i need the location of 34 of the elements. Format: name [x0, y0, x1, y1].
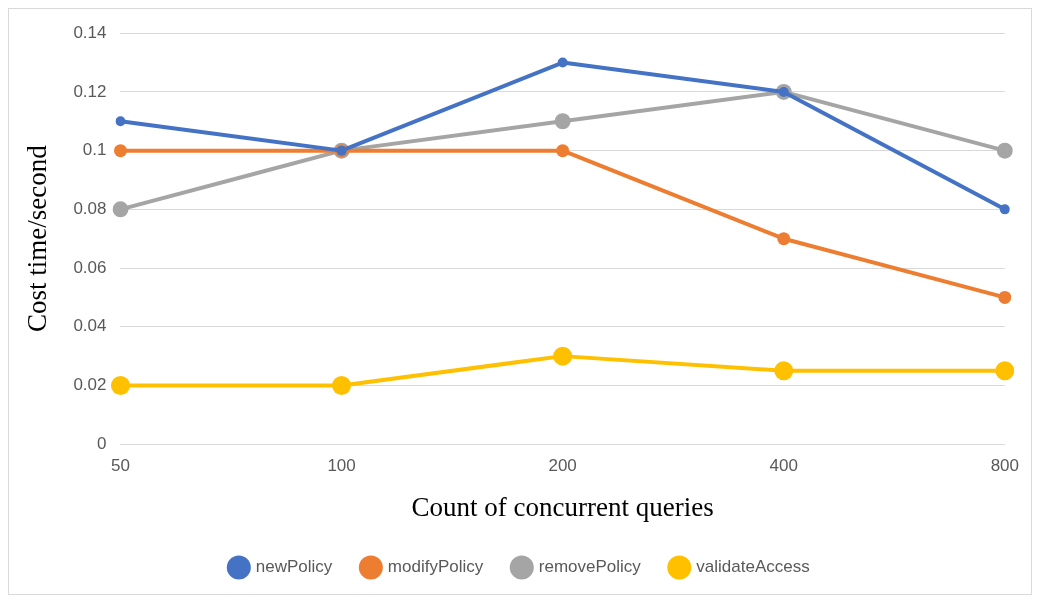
point [115, 116, 126, 127]
legend-label: modifyPolicy [387, 557, 484, 577]
point [998, 290, 1012, 304]
x-axis-title: Count of concurrent queries [411, 491, 714, 522]
point [995, 361, 1015, 381]
point [774, 361, 794, 381]
x-tick-label: 200 [548, 456, 577, 476]
point [557, 57, 568, 68]
y-tick-label: 0.1 [82, 140, 107, 160]
point [113, 144, 127, 158]
point [777, 232, 791, 246]
point [332, 375, 352, 395]
legend-label: validateAccess [696, 557, 810, 577]
x-tick-label: 800 [990, 456, 1020, 476]
y-axis-title: Cost time/second [22, 144, 53, 333]
point [999, 204, 1010, 215]
y-tick-label: 0.06 [73, 257, 107, 277]
point [996, 142, 1013, 159]
y-tick-label: 0 [97, 433, 107, 453]
x-tick-label: 50 [111, 456, 130, 476]
legend-label: newPolicy [255, 557, 333, 577]
x-tick-label: 100 [327, 456, 356, 476]
point [554, 113, 571, 130]
y-tick-label: 0.14 [73, 22, 107, 42]
point [553, 346, 573, 366]
y-tick-label: 0.04 [73, 316, 107, 336]
point [112, 201, 129, 218]
y-tick-label: 0.02 [73, 375, 107, 395]
y-tick-label: 0.12 [73, 81, 107, 101]
legend-label: removePolicy [538, 557, 642, 577]
y-tick-label: 0.08 [73, 199, 107, 219]
x-tick-label: 400 [769, 456, 798, 476]
point [110, 375, 130, 395]
point [556, 144, 570, 158]
